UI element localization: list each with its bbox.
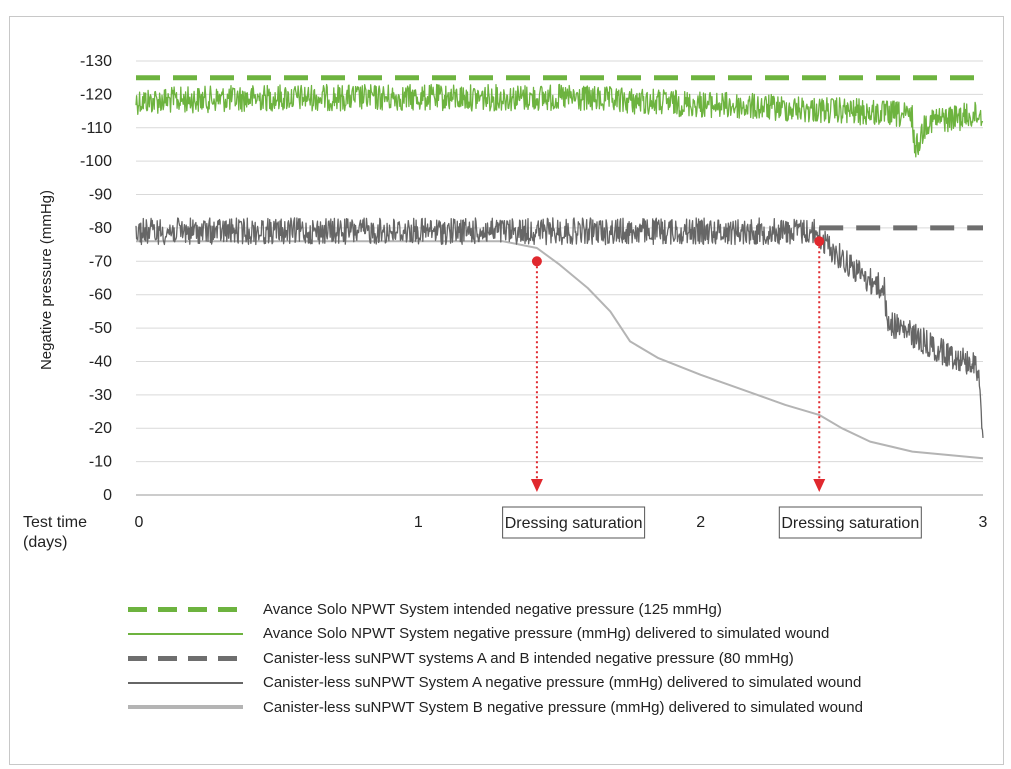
x-tick-label: 2 [696,514,705,531]
x-tick-label: 3 [979,514,988,531]
legend-label: Avance Solo NPWT System intended negativ… [263,600,722,618]
y-tick-label: -100 [80,153,112,170]
annotation-arrow-head [813,479,826,492]
legend-item: Avance Solo NPWT System intended negativ… [128,597,863,622]
annotation-label: Dressing saturation [505,515,643,532]
chart-plot: 0 -10 -20 -30 -40 -50 -60 -70 -80 -90 -100 -110 -120… [23,53,988,551]
legend-swatch [128,602,243,616]
y-tick-label: -60 [89,287,112,304]
annotation-box [778,506,922,539]
chart-frame [9,16,1004,765]
y-tick-label: -10 [89,454,112,471]
series-system-a-line [135,217,984,438]
annotation-marker [814,236,825,247]
annotation-marker [531,256,542,267]
legend-label: Canister-less suNPWT System B negative p… [263,698,863,716]
legend-label: Avance Solo NPWT System negative pressur… [263,625,830,643]
y-tick-label: -20 [89,420,112,437]
x-tick-label: 1 [414,514,423,531]
annotation-arrow-head [530,479,543,492]
annotation-box [502,506,646,539]
y-tick-label: 0 [103,487,112,504]
legend-item: Canister-less suNPWT System B negative p… [128,695,863,720]
y-tick-label: -70 [89,253,112,270]
annotation-label: Dressing saturation [781,515,919,532]
y-tick-label: -80 [89,220,112,237]
legend-item: Avance Solo NPWT System negative pressur… [128,622,863,647]
series-system-b-line [136,240,984,460]
y-tick-label: -120 [80,86,112,103]
y-tick-label: -110 [81,120,112,137]
legend-label: Canister-less suNPWT System A negative p… [263,674,862,692]
y-tick-label: -40 [89,353,112,370]
legend-item: Canister-less suNPWT System A negative p… [128,671,863,696]
x-axis-title: Test time [23,514,87,531]
chart-legend: Avance Solo NPWT System intended negativ… [128,597,863,720]
y-axis-title: Negative pressure (mmHg) [38,190,55,370]
legend-swatch [128,651,243,665]
legend-swatch [128,627,243,641]
y-tick-label: -30 [89,387,112,404]
legend-swatch [128,700,243,714]
x-axis-title: (days) [23,534,67,551]
y-tick-label: -130 [80,53,112,70]
legend-swatch [128,676,243,690]
y-tick-label: -50 [89,320,112,337]
y-tick-label: -90 [89,187,112,204]
x-tick-label: 0 [135,514,144,531]
legend-item: Canister-less suNPWT systems A and B int… [128,646,863,671]
series-avance-solo-line [135,83,984,158]
legend-label: Canister-less suNPWT systems A and B int… [263,649,794,667]
